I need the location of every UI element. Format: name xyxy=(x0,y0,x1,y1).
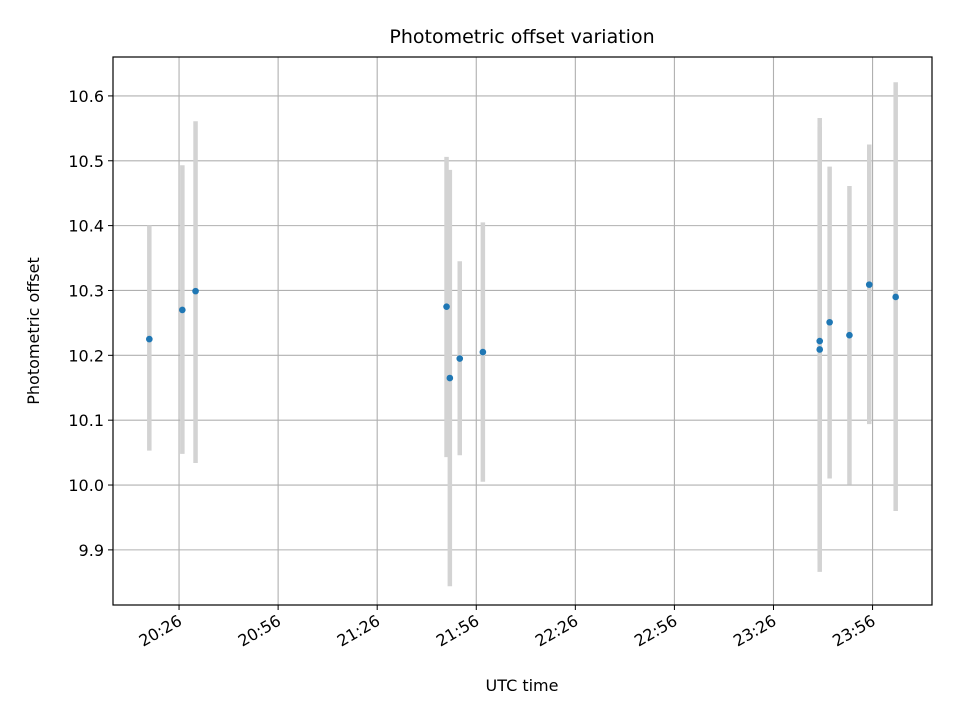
chart-title: Photometric offset variation xyxy=(389,26,654,48)
data-point xyxy=(446,374,454,382)
y-tick-label: 10.0 xyxy=(68,476,104,495)
data-point xyxy=(816,346,824,353)
y-tick-label: 10.3 xyxy=(68,281,104,300)
plot-frame xyxy=(112,56,933,606)
y-tick-label: 9.9 xyxy=(79,541,104,560)
data-point xyxy=(179,306,186,314)
data-point xyxy=(192,287,199,295)
y-axis-ticks: 9.9 10.0 10.1 10.2 10.3 10.4 10.5 10.6 xyxy=(68,87,113,560)
data-point xyxy=(146,335,153,343)
data-point xyxy=(865,281,873,288)
data-point xyxy=(816,337,824,345)
y-axis-label: Photometric offset xyxy=(24,257,43,405)
data-points xyxy=(146,281,899,382)
data-point xyxy=(892,293,899,301)
y-tick-label: 10.6 xyxy=(68,87,104,106)
data-point xyxy=(846,331,853,339)
y-tick-label: 10.2 xyxy=(68,346,104,365)
y-tick-label: 10.1 xyxy=(68,411,104,430)
x-axis-label: UTC time xyxy=(486,676,559,695)
data-point xyxy=(443,303,450,310)
y-tick-label: 10.4 xyxy=(68,217,104,236)
data-point xyxy=(456,355,464,362)
grid-lines xyxy=(113,57,932,605)
y-tick-label: 10.5 xyxy=(68,152,104,171)
data-point xyxy=(826,318,833,326)
data-point xyxy=(479,348,487,356)
